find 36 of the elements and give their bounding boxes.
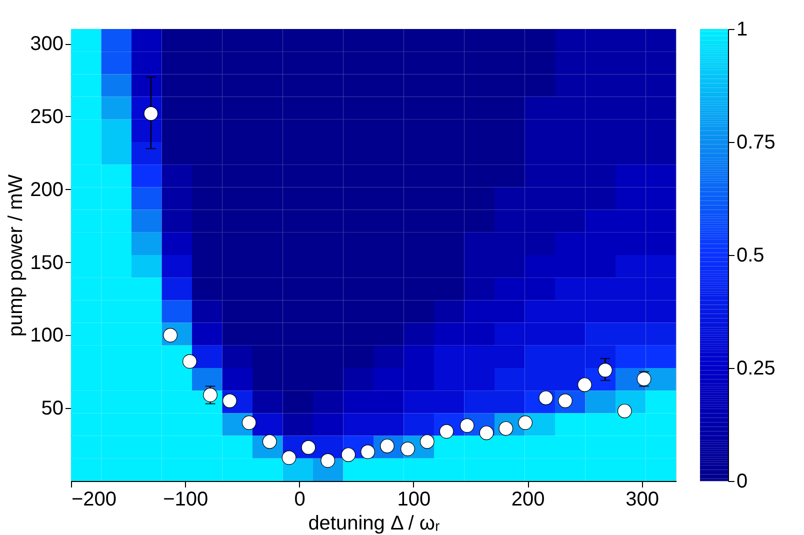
y-tick-label: 50 [41,398,64,420]
color-bar-label: 1 [736,18,748,40]
point [636,372,652,386]
point [420,434,434,449]
color-bar-label: 0.75 [736,132,776,154]
point [301,440,316,455]
x-tick-label: 300 [626,488,659,510]
point [479,426,494,440]
point [518,416,533,430]
point [577,378,592,392]
x-tick-label: 100 [397,488,431,510]
point [242,416,256,430]
point [617,404,632,418]
y-axis-title: pump power / mW [5,174,28,337]
point [360,444,375,460]
point [182,354,197,369]
y-tick-label: 300 [30,33,64,56]
point [320,453,336,468]
y-tick-label: 250 [30,106,64,128]
point [341,448,356,462]
y-tick-label: 100 [30,324,64,347]
color-bar-label: 0.5 [736,244,764,266]
y-tick-label: 150 [30,252,64,274]
x-tick-label: 200 [511,488,545,510]
x-tick-label: 0 [294,488,306,510]
point [460,418,474,433]
color-bar-label: 0.25 [736,358,776,380]
point [598,363,612,378]
x-tick-label: −200 [72,488,117,510]
point [282,450,296,465]
point [400,442,415,456]
x-axis-title: detuning Δ / ωᵣ [308,512,440,534]
point [222,394,237,408]
y-tick-label: 200 [30,178,64,201]
color-bar-label: 0 [736,470,748,492]
x-tick-label: −100 [163,488,208,510]
